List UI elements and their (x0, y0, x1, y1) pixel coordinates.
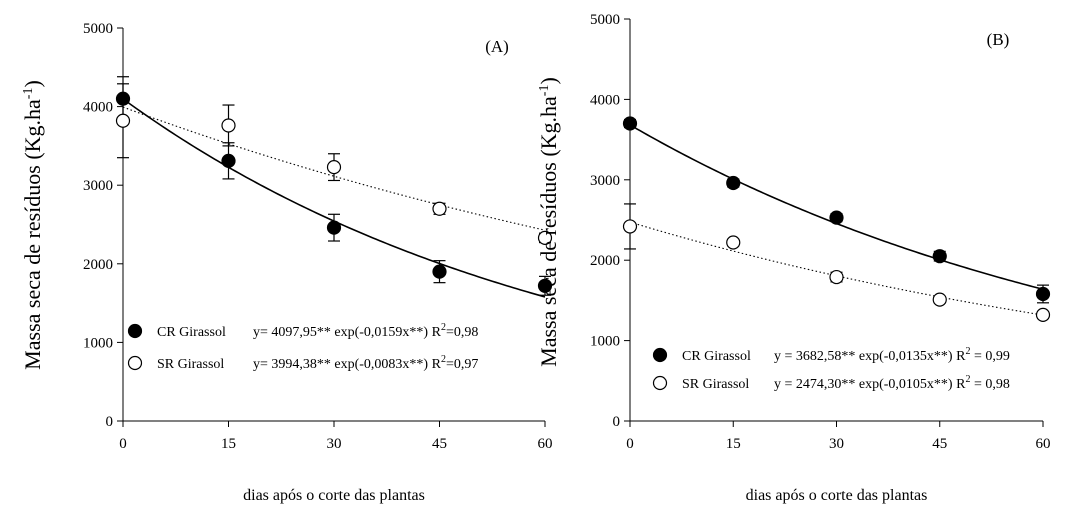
x-tick-label: 45 (932, 436, 947, 452)
panel-label: (B) (987, 30, 1010, 49)
data-point (115, 113, 131, 128)
data-point (622, 219, 638, 234)
legend-series-name: SR Girassol (157, 357, 224, 372)
x-axis-title: dias após o corte das plantas (243, 487, 425, 504)
data-point (537, 230, 553, 245)
x-axis-title: dias após o corte das plantas (746, 487, 928, 504)
data-point (932, 249, 947, 264)
legend-equation: y= 3994,38** exp(-0,0083x**) R2=0,97 (253, 354, 478, 372)
data-point (432, 264, 447, 279)
y-tick-label: 5000 (590, 12, 620, 28)
fit-curve (629, 124, 1044, 291)
legend-series-name: CR Girassol (682, 349, 751, 364)
y-axis-title: Massa seca de resíduos (Kg.ha-1) (20, 80, 45, 370)
data-point (829, 210, 844, 225)
legend-marker (652, 347, 668, 363)
x-tick-label: 60 (1036, 436, 1051, 452)
x-tick-label: 15 (726, 436, 741, 452)
data-point (432, 201, 447, 216)
legend-marker (127, 355, 143, 371)
data-point (726, 235, 741, 250)
data-point (221, 153, 236, 168)
y-tick-label: 0 (613, 414, 621, 430)
series-sr (622, 203, 1051, 322)
x-tick-label: 60 (538, 436, 553, 452)
data-point (221, 118, 236, 133)
data-point (537, 278, 553, 293)
data-point (1035, 307, 1051, 322)
fit-curve (629, 221, 1044, 316)
data-point (932, 292, 947, 307)
chart-panel-b: 0 1000 2000 3000 4000 5000 0 15 30 45 60 Massa seca… (536, 12, 1051, 504)
data-point (829, 269, 844, 285)
legend-equation: y = 3682,58** exp(-0,0135x**) R2 = 0,99 (774, 346, 1010, 364)
x-tick-label: 0 (119, 436, 127, 452)
series-cr (115, 76, 553, 298)
y-tick-label: 5000 (83, 21, 113, 37)
data-point (1035, 286, 1051, 302)
data-point (326, 160, 342, 175)
y-tick-label: 0 (106, 414, 114, 430)
y-tick-label: 1000 (83, 335, 113, 351)
fit-curve (122, 98, 546, 298)
data-point (326, 220, 342, 235)
x-tick-label: 30 (829, 436, 844, 452)
y-tick-label: 2000 (590, 253, 620, 269)
x-tick-label: 45 (432, 436, 447, 452)
y-tick-label: 4000 (590, 92, 620, 108)
y-tick-label: 4000 (83, 100, 113, 116)
legend-marker (652, 375, 668, 391)
x-tick-label: 30 (327, 436, 342, 452)
y-tick-label: 1000 (590, 334, 620, 350)
y-tick-label: 3000 (590, 173, 620, 189)
legend-equation: y= 4097,95** exp(-0,0159x**) R2=0,98 (253, 322, 478, 340)
y-tick-label: 2000 (83, 257, 113, 273)
series-cr (622, 116, 1051, 304)
x-tick-label: 0 (626, 436, 634, 452)
series-sr (115, 83, 553, 245)
panel-label: (A) (485, 37, 509, 56)
x-tick-label: 15 (221, 436, 236, 452)
legend-marker (127, 323, 143, 339)
y-tick-label: 3000 (83, 178, 113, 194)
data-point (622, 116, 638, 131)
legend-series-name: CR Girassol (157, 325, 226, 340)
chart-panel-a: 0 1000 2000 3000 4000 5000 0 15 30 45 60 Massa seca… (20, 21, 553, 504)
data-point (726, 175, 741, 191)
legend-series-name: SR Girassol (682, 377, 749, 392)
legend-equation: y = 2474,30** exp(-0,0105x**) R2 = 0,98 (774, 374, 1010, 392)
y-axis-title: Massa seca de resíduos (Kg.ha-1) (536, 77, 561, 367)
